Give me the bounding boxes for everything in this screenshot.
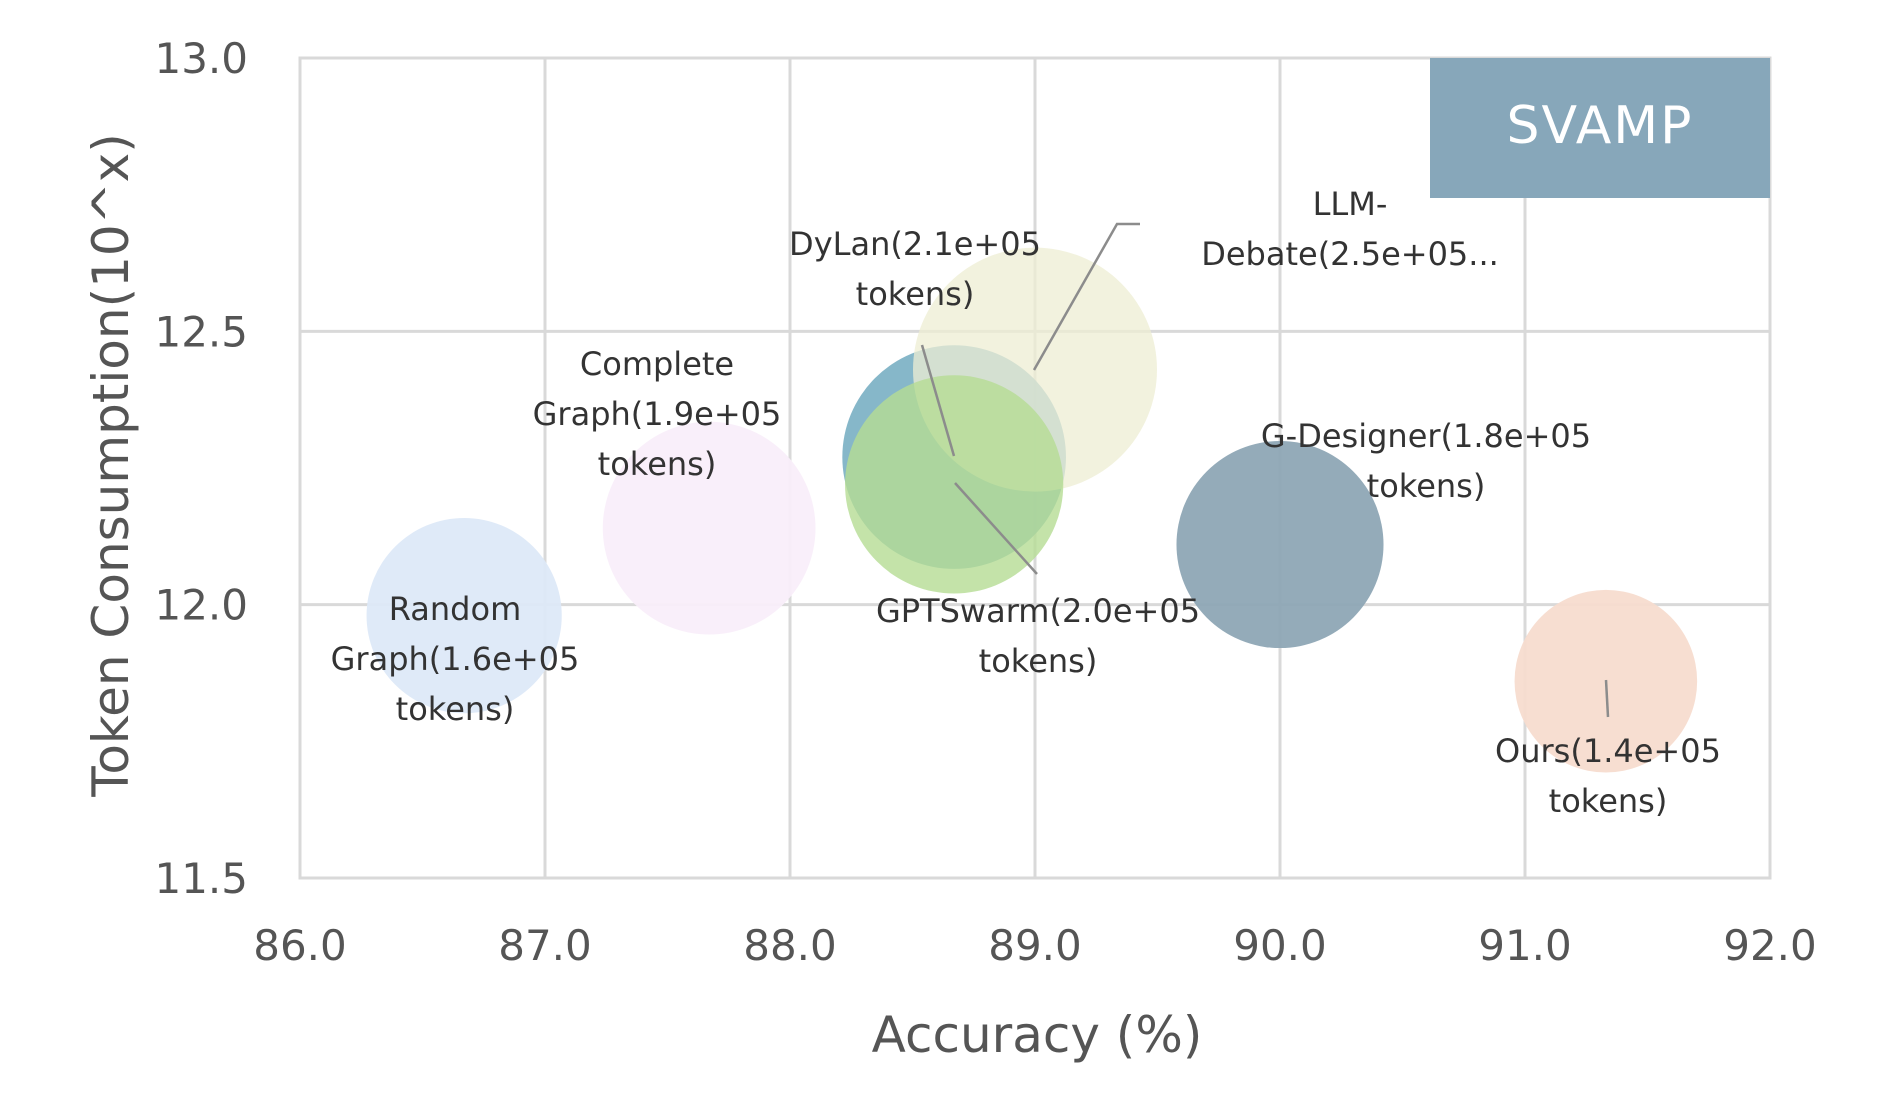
y-tick-label: 13.0 xyxy=(154,34,248,83)
leader-line-dylan xyxy=(920,344,956,457)
label-line: Ours(1.4e+05 xyxy=(1495,732,1721,770)
label-line: tokens) xyxy=(856,275,975,313)
x-tick-label: 88.0 xyxy=(743,921,837,970)
bubble-g-designer xyxy=(1176,441,1384,649)
dataset-badge xyxy=(1430,58,1770,198)
label-g-designer: G-Designer(1.8e+05 tokens) xyxy=(1261,417,1591,505)
tick-layer: 86.0 87.0 88.0 89.0 90.0 91.0 92.0 11.5 12.0 12.5… xyxy=(154,34,1816,970)
leader-line-gptswarm xyxy=(954,482,1038,575)
y-axis-title: Token Consumption(10^x) xyxy=(82,133,140,797)
label-line: DyLan(2.1e+05 xyxy=(789,225,1041,263)
dataset-badge-label: SVAMP xyxy=(1506,96,1693,156)
label-line: Graph(1.6e+05 xyxy=(331,640,580,678)
leader-line-ours xyxy=(1604,679,1610,718)
x-tick-label: 87.0 xyxy=(498,921,592,970)
x-axis-title: Accuracy (%) xyxy=(872,1006,1203,1064)
label-line: Debate(2.5e+05... xyxy=(1201,235,1499,273)
x-tick-label: 90.0 xyxy=(1233,921,1327,970)
label-complete-graph: Complete Graph(1.9e+05 tokens) xyxy=(533,345,782,483)
label-line: tokens) xyxy=(1549,782,1668,820)
label-random-graph: Random Graph(1.6e+05 tokens) xyxy=(331,590,580,728)
y-tick-label: 12.5 xyxy=(154,307,248,356)
y-tick-label: 12.0 xyxy=(154,581,248,630)
label-line: Graph(1.9e+05 xyxy=(533,395,782,433)
label-line: LLM- xyxy=(1313,185,1388,223)
leader-line-llm-debate xyxy=(1032,222,1140,371)
bubble-random-graph xyxy=(366,518,562,714)
label-line: Complete xyxy=(580,345,734,383)
label-llm-debate: LLM- Debate(2.5e+05... xyxy=(1201,185,1499,273)
label-line: tokens) xyxy=(1367,467,1486,505)
label-dylan: DyLan(2.1e+05 tokens) xyxy=(789,225,1041,313)
x-tick-label: 91.0 xyxy=(1478,921,1572,970)
label-line: Random xyxy=(389,590,521,628)
label-ours: Ours(1.4e+05 tokens) xyxy=(1495,732,1721,820)
bubble-layer xyxy=(366,247,1698,773)
x-tick-label: 89.0 xyxy=(988,921,1082,970)
bubble-gptswarm xyxy=(845,375,1064,594)
y-tick-label: 11.5 xyxy=(154,854,248,903)
label-line: GPTSwarm(2.0e+05 xyxy=(876,592,1200,630)
plot-frame xyxy=(298,56,1772,880)
bubble-complete-graph xyxy=(602,421,816,635)
x-tick-label: 92.0 xyxy=(1723,921,1817,970)
label-line: G-Designer(1.8e+05 xyxy=(1261,417,1591,455)
x-tick-label: 86.0 xyxy=(253,921,347,970)
label-line: tokens) xyxy=(598,445,717,483)
label-gptswarm: GPTSwarm(2.0e+05 tokens) xyxy=(876,592,1200,680)
label-line: tokens) xyxy=(396,690,515,728)
label-line: tokens) xyxy=(979,642,1098,680)
leader-layer xyxy=(920,222,1610,718)
label-layer: Random Graph(1.6e+05 tokens) Complete Graph(… xyxy=(331,185,1721,820)
